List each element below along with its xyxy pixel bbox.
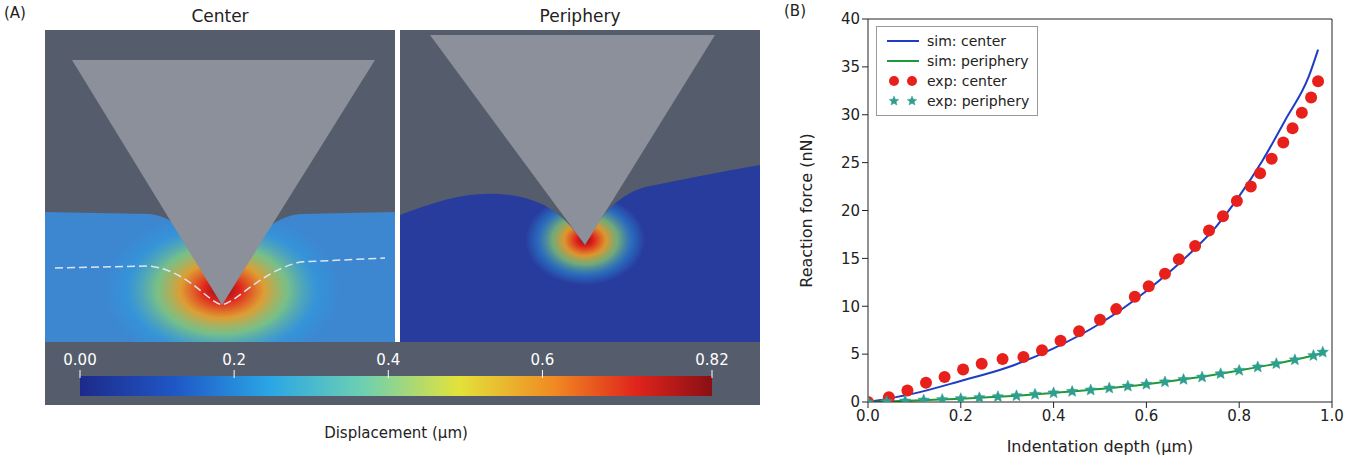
svg-text:Periphery: Periphery [540, 6, 621, 26]
svg-text:10: 10 [841, 298, 860, 316]
svg-text:0.6: 0.6 [531, 351, 555, 369]
svg-text:0.4: 0.4 [376, 351, 400, 369]
svg-text:0.2: 0.2 [949, 407, 973, 425]
svg-text:Indentation depth (μm): Indentation depth (μm) [1007, 437, 1194, 456]
svg-text:Center: Center [191, 6, 248, 26]
svg-text:0.0: 0.0 [856, 406, 880, 425]
html-text:sim: periphery: sim: periphery [927, 53, 1029, 69]
svg-text:0.8: 0.8 [1227, 407, 1251, 425]
svg-text:Reaction force (nN): Reaction force (nN) [797, 133, 816, 288]
svg-text:0.6: 0.6 [1134, 407, 1158, 425]
svg-text:20: 20 [841, 202, 860, 220]
svg-text:5: 5 [850, 345, 860, 363]
svg-text:40: 40 [841, 10, 860, 28]
svg-text:0.82: 0.82 [695, 351, 728, 369]
svg-text:30: 30 [841, 106, 860, 124]
html-text:(B): (B) [784, 2, 806, 20]
html-text:sim: center: sim: center [927, 33, 1006, 49]
svg-text:1.0: 1.0 [1320, 407, 1344, 425]
html-text:exp: periphery: exp: periphery [927, 93, 1030, 109]
svg-text:25: 25 [841, 154, 860, 172]
svg-text:(A): (A) [4, 4, 26, 22]
svg-text:15: 15 [841, 250, 860, 268]
svg-text:0.00: 0.00 [63, 351, 96, 369]
svg-text:0: 0 [850, 393, 860, 411]
svg-text:0.4: 0.4 [1042, 407, 1066, 425]
svg-text:35: 35 [841, 58, 860, 76]
html-text:exp: center: exp: center [927, 73, 1007, 89]
svg-text:Displacement (μm): Displacement (μm) [324, 424, 468, 442]
svg-text:0.2: 0.2 [222, 351, 246, 369]
